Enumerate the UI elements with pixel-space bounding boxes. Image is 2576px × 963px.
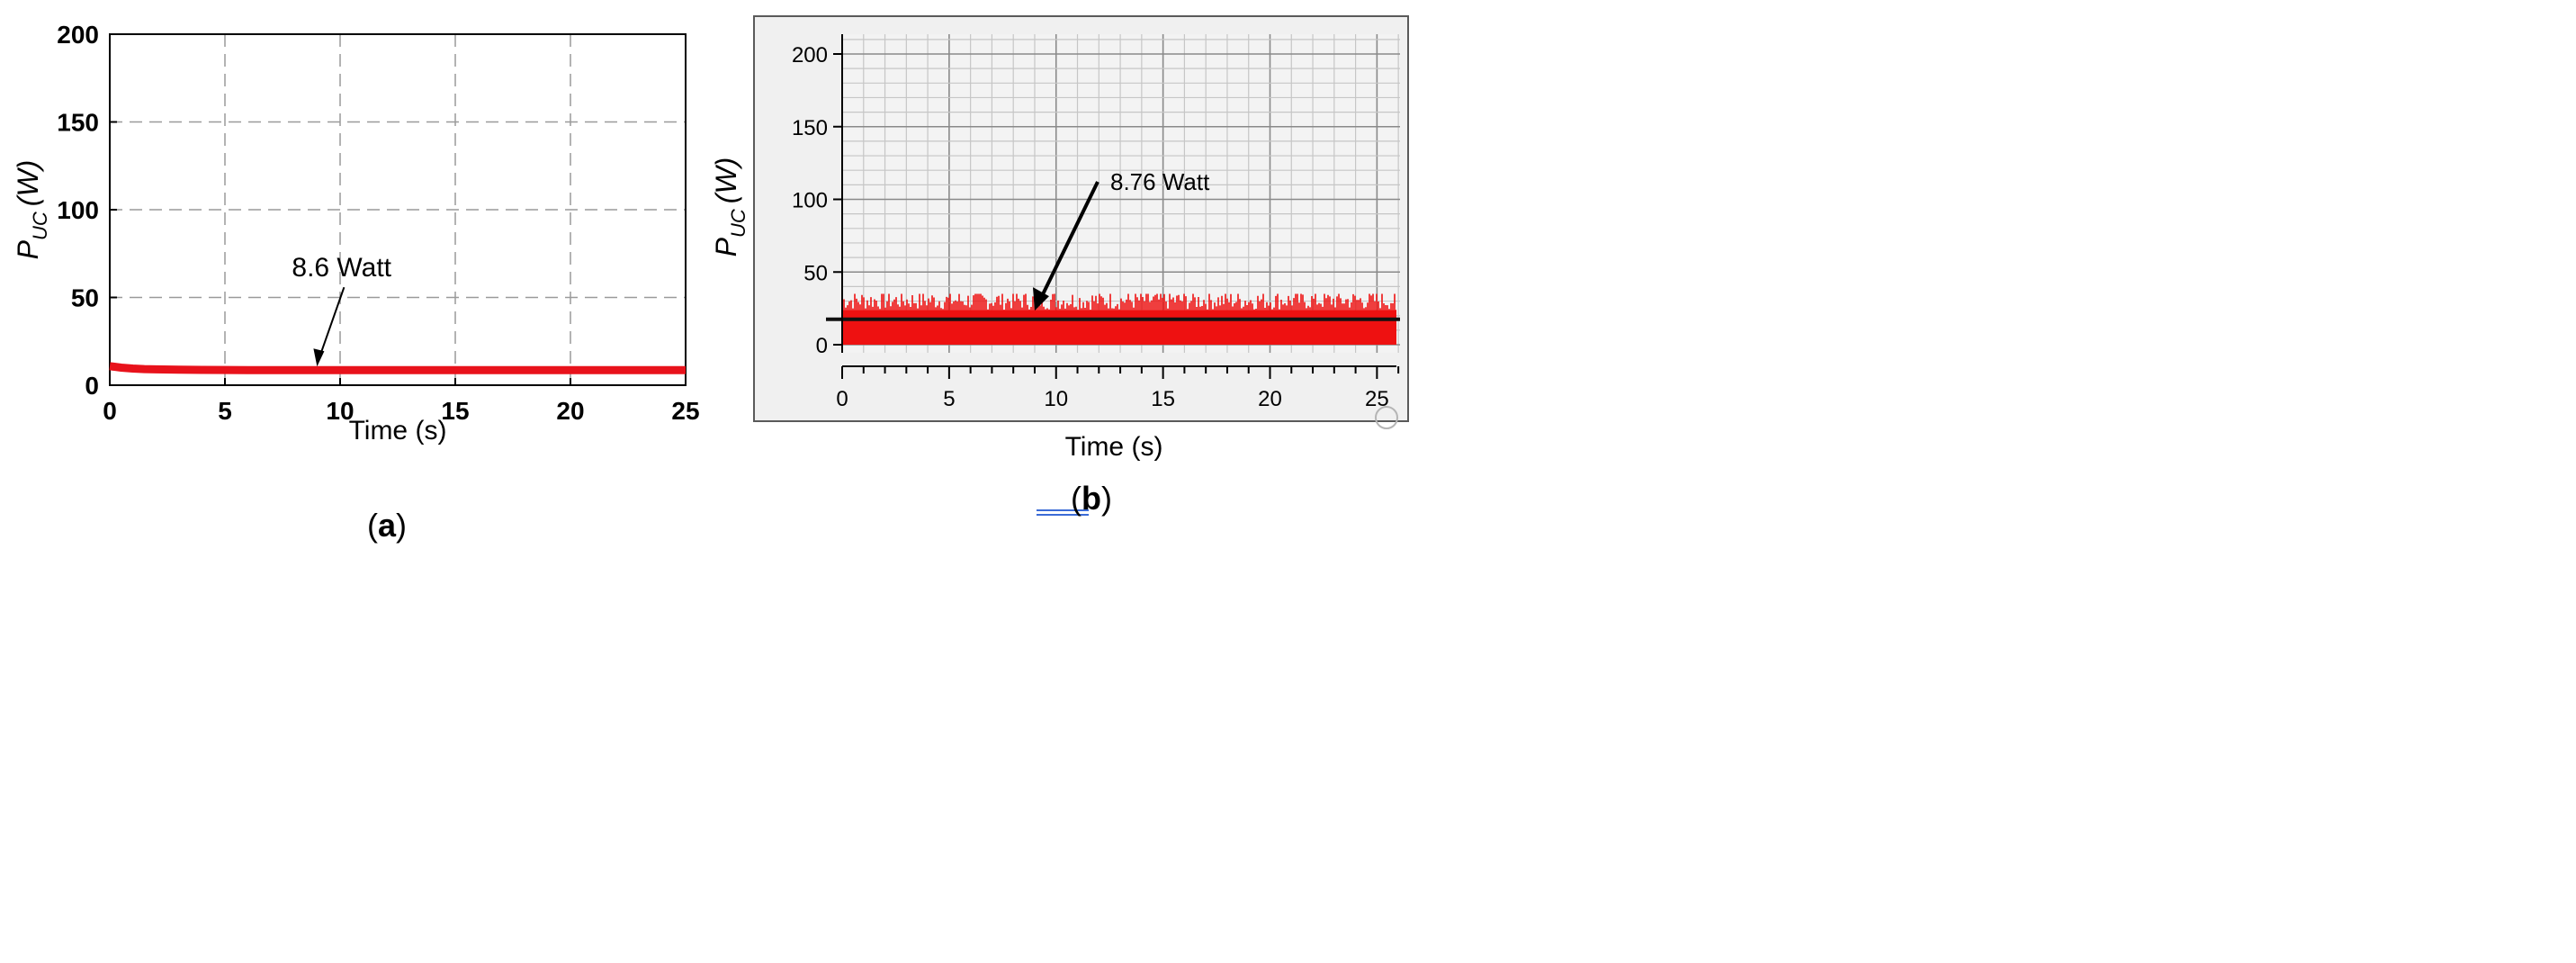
chart-b-corner-icon[interactable] — [1375, 406, 1398, 429]
chart-a-ytick-label: 150 — [57, 109, 99, 137]
chart-a-series-line — [109, 362, 686, 374]
chart-b-annotation-arrowhead — [1032, 287, 1049, 311]
chart-b-band-fill — [842, 310, 1396, 345]
chart-b-xtick-label: 15 — [1151, 387, 1175, 411]
chart-b-xtick-label: 20 — [1258, 387, 1282, 411]
chart-a-ylabel: PUC (W) — [12, 160, 51, 260]
chart-a-annotation-arrow — [319, 286, 346, 355]
chart-a-xtick-label: 25 — [671, 397, 699, 425]
chart-b-xtick-label: 0 — [836, 387, 848, 411]
chart-a-xlabel: Time (s) — [349, 416, 447, 446]
chart-b-series-noise — [841, 293, 1396, 345]
chart-b-ylabel-sub: UC — [727, 209, 749, 238]
chart-b-annotation-arrow — [1040, 181, 1100, 297]
chart-b-ytick-label: 50 — [803, 261, 828, 285]
chart-a-xtick-label: 15 — [441, 397, 469, 425]
chart-a-ylabel-sub: UC — [29, 212, 51, 240]
chart-b-ylabel-unit: (W) — [710, 158, 742, 204]
chart-b-panel-label: (b) — [1071, 480, 1112, 517]
chart-b-xtick-label: 10 — [1044, 387, 1068, 411]
chart-a-xtick-label: 20 — [556, 397, 584, 425]
chart-b-panel-label-underline — [1037, 509, 1089, 516]
chart-a-ytick-label: 50 — [71, 284, 99, 312]
chart-b-ytick-label: 0 — [816, 334, 828, 358]
chart-a-xtick-label: 0 — [103, 397, 117, 425]
chart-a-ytick-label: 200 — [57, 21, 99, 49]
chart-a-ticks: 0 5 10 15 20 25 0 50 100 150 200 — [57, 21, 699, 425]
chart-b-ytick-label: 150 — [792, 116, 828, 140]
chart-a-annotation: 8.6 Watt — [292, 253, 391, 283]
chart-b-annotation: 8.76 Watt — [1110, 168, 1210, 195]
svg-text:PUC(W): PUC (W) — [12, 160, 51, 260]
chart-a-ylabel-unit: (W) — [12, 160, 44, 207]
svg-text:PUC(W): PUC (W) — [710, 158, 749, 257]
chart-b-ylabel: PUC (W) — [710, 158, 749, 257]
chart-a-xtick-label: 10 — [326, 397, 354, 425]
chart-b-ytick-label: 200 — [792, 43, 828, 68]
chart-a-annotation-arrowhead — [313, 348, 325, 367]
chart-a-ylabel-main: P — [12, 239, 44, 259]
chart-a-ytick-label: 100 — [57, 196, 99, 224]
chart-b-ylabel-main: P — [710, 237, 742, 256]
chart-a-xtick-label: 5 — [218, 397, 232, 425]
chart-b-xlabel: Time (s) — [1065, 432, 1163, 462]
chart-a-ytick-label: 0 — [85, 372, 99, 400]
chart-b-ytick-label: 100 — [792, 189, 828, 213]
chart-a: 0 5 10 15 20 25 0 50 100 150 200 8.6 Watt Time (s)… — [12, 21, 700, 544]
chart-b-xtick-label: 5 — [943, 387, 955, 411]
chart-a-grid — [110, 34, 686, 385]
chart-a-panel-label: (a) — [367, 507, 407, 544]
